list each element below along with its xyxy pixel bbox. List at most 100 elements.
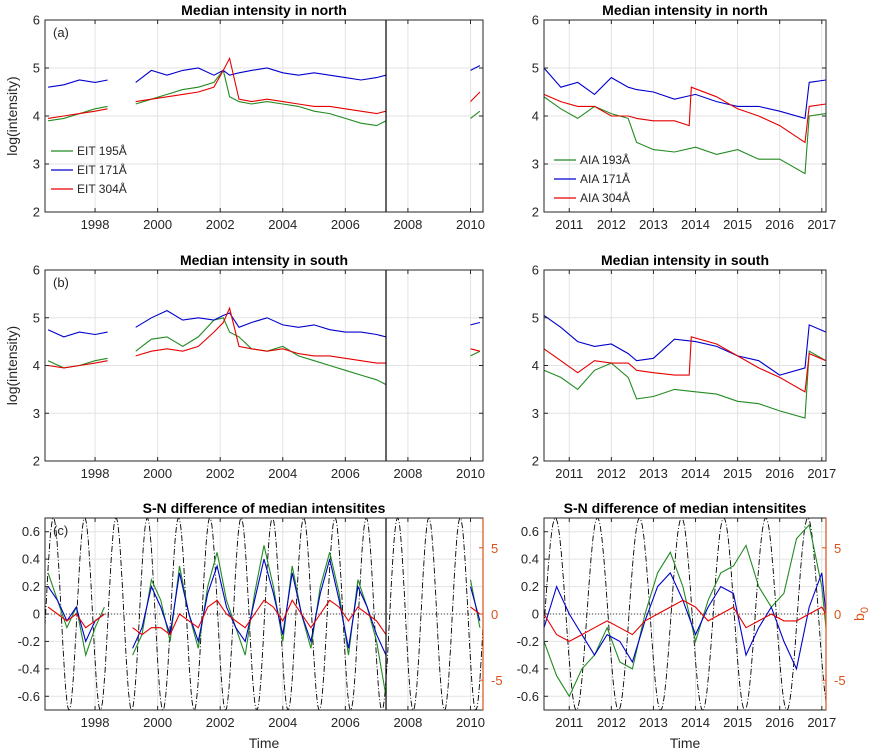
x-tick-label: 1998 — [81, 466, 110, 481]
y-tick-label: 0 — [532, 607, 539, 622]
x-tick-label: 2017 — [807, 466, 836, 481]
series-line-c2-0 — [544, 523, 826, 698]
chart-title: Median intensity in south — [180, 252, 348, 268]
y-tick-label: 2 — [33, 454, 40, 469]
x-tick-label: 2014 — [681, 715, 710, 730]
y-tick-label: 0.2 — [22, 579, 40, 594]
y-tick-label: 0.6 — [521, 524, 539, 539]
x-tick-label: 2000 — [143, 217, 172, 232]
y-tick-label: 3 — [532, 157, 539, 172]
x-tick-label: 2010 — [456, 715, 485, 730]
chart-title: S-N difference of median intensitites — [143, 500, 386, 516]
plot-area — [544, 518, 826, 710]
series-line-b2-2 — [544, 336, 826, 393]
y-tick-label: 4 — [532, 109, 539, 124]
x-tick-label: 2014 — [681, 466, 710, 481]
y-tick-label: 0.4 — [521, 552, 539, 567]
x-tick-label: 1998 — [81, 715, 110, 730]
y-tick-label: -0.2 — [18, 634, 40, 649]
legend-label: AIA 304Å — [580, 190, 630, 205]
series-line-b2-1 — [544, 314, 826, 376]
series-line-b2-0 — [544, 350, 826, 419]
x-tick-label: 2000 — [143, 715, 172, 730]
series-line-a2-1 — [544, 67, 826, 120]
chart-title: Median intensity in south — [601, 252, 769, 268]
panel-a: 2 3 4 5 6 1998 2000 2002 2004 2006 2008 2010 Median … — [4, 2, 485, 232]
x-tick-label: 2006 — [331, 466, 360, 481]
x-tick-label: 2012 — [597, 715, 626, 730]
y-tick-label: 6 — [33, 13, 40, 28]
x-tick-label: 1998 — [81, 217, 110, 232]
x-tick-label: 2015 — [723, 217, 752, 232]
x-tick-label: 2008 — [393, 217, 422, 232]
y-tick-label: 5 — [532, 61, 539, 76]
x-tick-label: 2016 — [765, 217, 794, 232]
x-tick-label: 2011 — [555, 715, 583, 730]
y-tick-label: -0.4 — [517, 661, 539, 676]
x-tick-label: 2011 — [555, 466, 583, 481]
series-line-c2-1 — [544, 571, 826, 671]
series-line-a2-2 — [544, 86, 826, 144]
chart-title: Median intensity in north — [181, 2, 347, 18]
x-tick-label: 2004 — [268, 715, 297, 730]
panel-label: (c) — [53, 523, 68, 538]
x-tick-label: 2011 — [555, 217, 583, 232]
y2-tick-label: 0 — [834, 607, 841, 622]
plot-area — [48, 56, 481, 127]
legend-label: EIT 171Å — [77, 162, 127, 177]
x-tick-label: 2006 — [331, 217, 360, 232]
y-tick-label: 5 — [532, 310, 539, 325]
y-tick-label: -0.2 — [517, 634, 539, 649]
y-tick-label: -0.4 — [18, 661, 40, 676]
x-tick-label: 2006 — [331, 715, 360, 730]
y-tick-label: 0.2 — [521, 579, 539, 594]
x-axis-label: Time — [670, 735, 701, 751]
y-tick-label: 4 — [33, 358, 40, 373]
x-tick-label: 2012 — [597, 217, 626, 232]
y2-tick-label: 5 — [834, 541, 841, 556]
x-tick-label: 2014 — [681, 217, 710, 232]
series-line-a-1 — [48, 65, 481, 88]
x-tick-label: 2002 — [206, 715, 235, 730]
x-tick-label: 2010 — [456, 466, 485, 481]
y-tick-label: -0.6 — [18, 689, 40, 704]
x-tick-label: 2002 — [206, 466, 235, 481]
plot-area — [47, 306, 481, 386]
x-tick-label: 2013 — [639, 715, 668, 730]
plot-area — [45, 518, 483, 710]
x-tick-label: 2008 — [393, 715, 422, 730]
x-tick-label: 2016 — [765, 715, 794, 730]
series-line-b-2 — [48, 306, 481, 369]
y-tick-label: 4 — [33, 109, 40, 124]
y-tick-label: 0 — [33, 607, 40, 622]
x-tick-label: 2017 — [807, 217, 836, 232]
x-tick-label: 2013 — [639, 217, 668, 232]
panel-c2: -0.6 -0.4 -0.2 0 0.2 0.4 0.6 2011 2012 2013 2014 20… — [517, 500, 871, 751]
y-tick-label: 0.6 — [22, 524, 40, 539]
y-tick-label: 6 — [532, 263, 539, 278]
y-tick-label: 2 — [33, 205, 40, 220]
x-tick-label: 2008 — [393, 466, 422, 481]
x-tick-label: 2015 — [723, 715, 752, 730]
y-tick-label: 2 — [532, 205, 539, 220]
y-axis-label: log(intensity) — [4, 76, 20, 155]
x-tick-label: 2015 — [723, 466, 752, 481]
x-tick-label: 2000 — [143, 466, 172, 481]
chart-title: Median intensity in north — [602, 2, 768, 18]
series-line-a2-0 — [544, 96, 826, 175]
y-axis-label: log(intensity) — [4, 326, 20, 405]
y2-tick-label: -5 — [834, 673, 846, 688]
x-tick-label: 2016 — [765, 466, 794, 481]
y-tick-label: 5 — [33, 310, 40, 325]
y2-tick-label: 5 — [491, 541, 498, 556]
legend-label: EIT 195Å — [77, 143, 127, 158]
y2-axis-label: b0 — [851, 607, 871, 621]
y2-label-main: b — [851, 613, 867, 621]
series-line-b-1 — [47, 309, 481, 338]
y-tick-label: 4 — [532, 358, 539, 373]
chart-title: S-N difference of median intensitites — [564, 500, 807, 516]
panel-b2: 2 3 4 5 6 2011 2012 2013 2014 2015 2016 2017 Median … — [532, 252, 836, 481]
series-line-c-1 — [47, 558, 481, 656]
panel-b: 2 3 4 5 6 1998 2000 2002 2004 2006 2008 2010 Median … — [4, 252, 485, 481]
